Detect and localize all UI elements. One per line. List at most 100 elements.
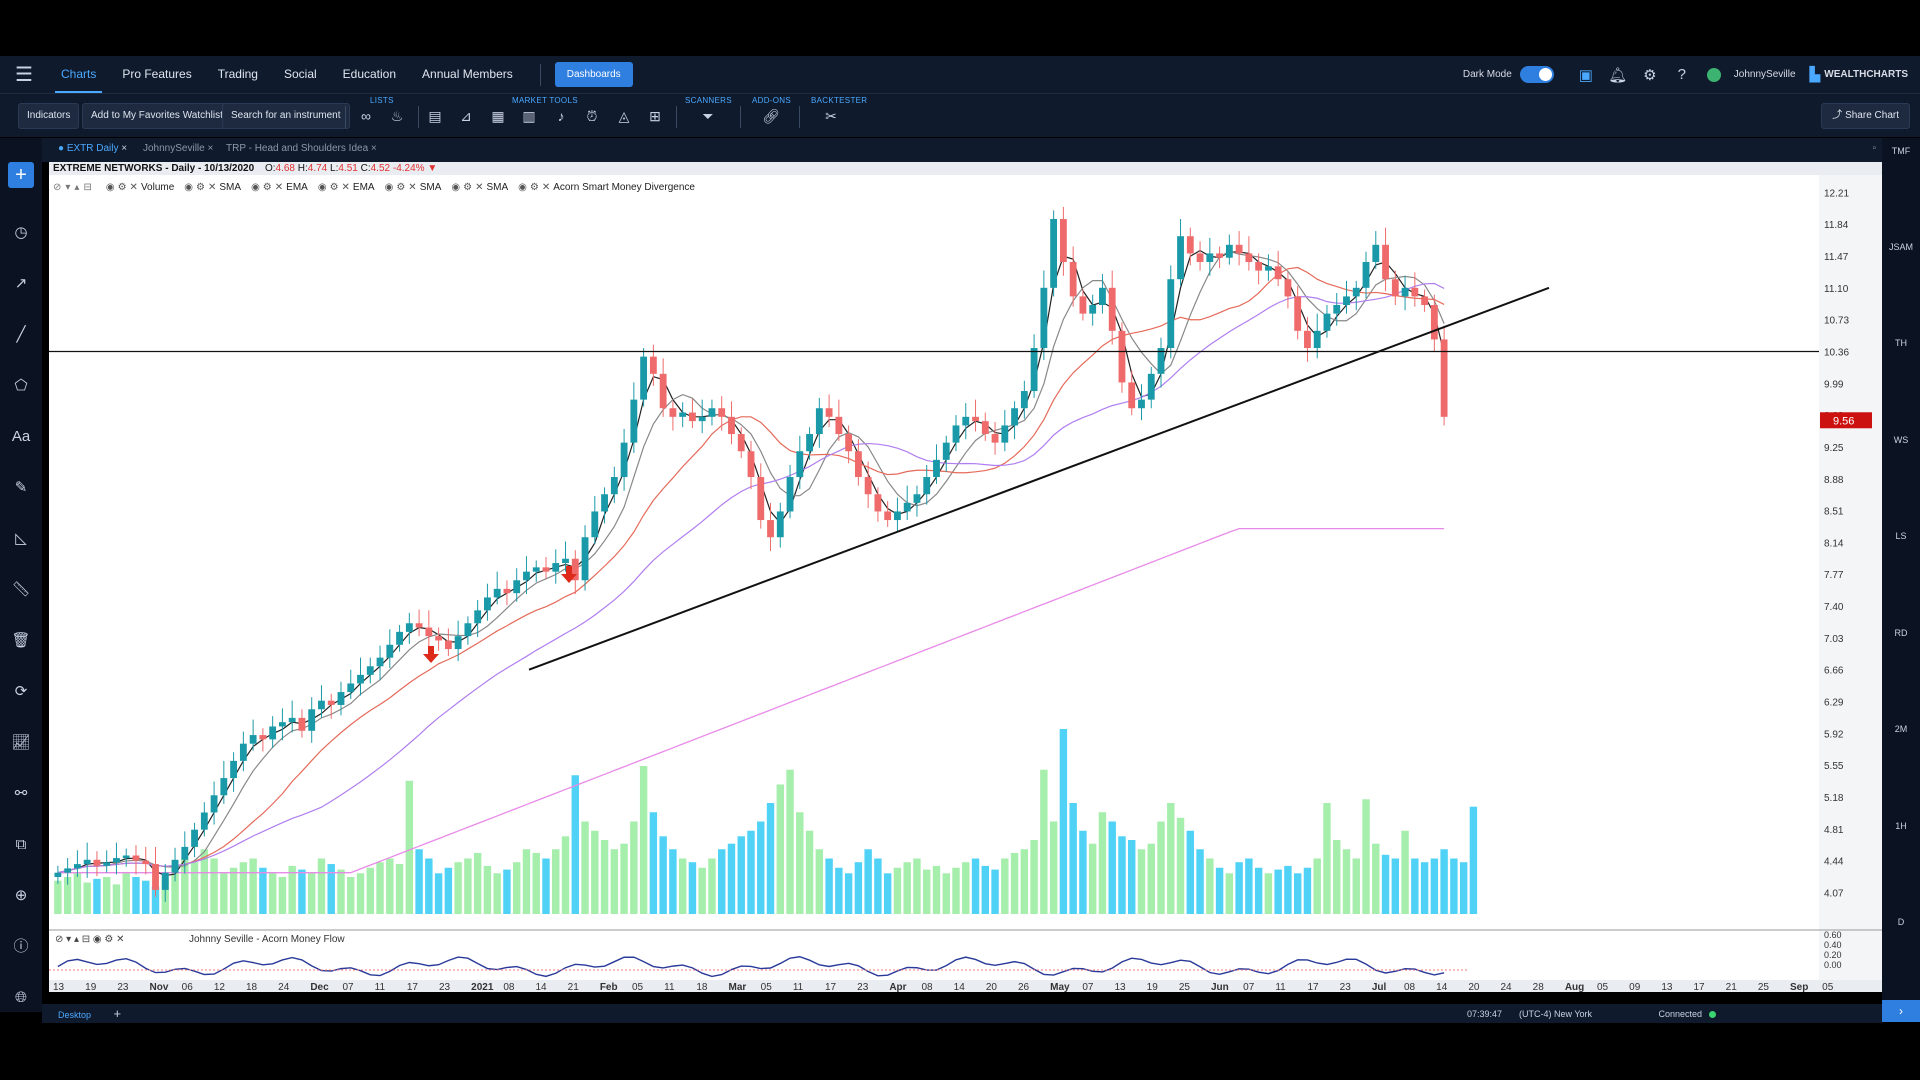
chart-tab-extr[interactable]: ● EXTR Daily ×	[58, 143, 128, 154]
crosshair-icon[interactable]: ⊕	[14, 887, 28, 904]
visibility-icon[interactable]: ◉	[317, 181, 327, 193]
help-icon[interactable]: ?	[1677, 66, 1686, 83]
timeframe-2m[interactable]: 2M	[1894, 724, 1908, 734]
search-instrument-button[interactable]: Search for an instrument	[222, 103, 350, 129]
avatar[interactable]	[1698, 66, 1730, 83]
candle-body	[1138, 399, 1145, 409]
timeframe-rd[interactable]: RD	[1894, 628, 1908, 638]
tab-education[interactable]: Education	[342, 67, 397, 81]
timeframe-th[interactable]: TH	[1895, 338, 1907, 348]
visibility-icon[interactable]: ◉	[251, 181, 260, 193]
remove-icon[interactable]: ✕	[408, 181, 417, 193]
remove-icon[interactable]: ✕	[541, 181, 551, 193]
dashboards-button[interactable]: Dashboards	[554, 62, 633, 87]
tab-annual-members[interactable]: Annual Members	[422, 67, 513, 81]
settings-icon[interactable]: ⚙	[117, 181, 127, 193]
hamburger-icon[interactable]: ☰	[15, 64, 33, 86]
chart-tab-johnny[interactable]: JohnnySeville ×	[143, 143, 213, 154]
tab-charts[interactable]: Charts	[54, 56, 103, 93]
tab-trading[interactable]: Trading	[217, 67, 258, 81]
newspaper-icon[interactable]: ▤	[428, 108, 442, 124]
y-tick-label: 8.14	[1824, 538, 1844, 549]
add-icon[interactable]: +	[8, 162, 34, 188]
globe-icon[interactable]: 🌐︎	[14, 989, 27, 1006]
pattern-icon[interactable]: ⚯	[14, 785, 28, 802]
chart-canvas[interactable]: 12.2111.8411.4711.1010.7310.369.999.629.…	[49, 162, 1882, 993]
alarm-icon[interactable]: ⏰︎	[586, 108, 598, 124]
measure-icon[interactable]: ◺	[15, 530, 27, 547]
calendar-icon[interactable]: ▦	[491, 108, 505, 124]
timeframe-tmf[interactable]: TMF	[1891, 146, 1911, 156]
tab-social[interactable]: Social	[283, 67, 317, 81]
info-icon[interactable]: ⓘ	[13, 938, 29, 955]
chart-icon[interactable]: ⊿	[460, 108, 472, 124]
remove-icon[interactable]: ✕	[274, 181, 284, 193]
remove-icon[interactable]: ✕	[129, 181, 138, 193]
maximize-icon[interactable]: ▫	[1872, 143, 1876, 154]
close-panel-icon[interactable]: ⊘	[53, 181, 62, 193]
grid-tools-icon[interactable]: ⊞	[649, 108, 661, 124]
settings-icon[interactable]: ⚙	[196, 181, 205, 193]
collapse-panel-icon[interactable]: ⊟	[83, 181, 92, 193]
refresh-icon[interactable]: ⟳	[14, 683, 28, 700]
timeframe-jsam[interactable]: JSAM	[1888, 242, 1913, 252]
trend-icon[interactable]: ↗	[14, 275, 28, 292]
glasses-icon[interactable]: ∞	[361, 108, 371, 124]
filter-icon[interactable]: ⏷	[702, 108, 714, 124]
settings-icon[interactable]: ⚙	[529, 181, 539, 193]
visibility-icon[interactable]: ◉	[451, 181, 461, 193]
indicator-chart-icon[interactable]: 📈︎	[11, 734, 31, 751]
settings-icon[interactable]: ⚙	[396, 181, 406, 193]
settings-icon[interactable]: ⚙	[329, 181, 339, 193]
up-panel-icon[interactable]: ▴	[74, 181, 80, 193]
flame-icon[interactable]: ♨	[390, 108, 404, 124]
add-desktop-icon[interactable]: +	[113, 1006, 122, 1021]
notification-icon[interactable]: ◬	[618, 108, 630, 124]
ruler-icon[interactable]: 📏︎	[11, 581, 31, 598]
indicators-button[interactable]: Indicators	[18, 103, 80, 129]
y-tick-label: 12.21	[1824, 188, 1849, 199]
add-watchlist-button[interactable]: Add to My Favorites Watchlist	[82, 103, 232, 129]
layers-icon[interactable]: ⧉	[15, 836, 27, 853]
shapes-icon[interactable]: ⬠	[14, 377, 28, 394]
settings-icon[interactable]: ⚙	[262, 181, 272, 193]
pencil-icon[interactable]: ✎	[14, 479, 28, 496]
gear-icon[interactable]: ⚙	[1643, 66, 1657, 84]
alert-icon[interactable]: ♪	[557, 108, 565, 124]
text-tool-icon[interactable]: Aa	[11, 428, 31, 445]
timeframe-1h[interactable]: 1H	[1895, 821, 1907, 831]
desktop-tab[interactable]: Desktop	[58, 1010, 92, 1020]
close-icon[interactable]: ×	[370, 143, 377, 154]
calculator-icon[interactable]: ▥	[522, 108, 536, 124]
timeframe-d[interactable]: D	[1897, 917, 1905, 927]
timeframe-ws[interactable]: WS	[1893, 435, 1909, 445]
remove-icon[interactable]: ✕	[341, 181, 350, 193]
visibility-icon[interactable]: ◉	[184, 181, 194, 193]
price-chart[interactable]: 12.2111.8411.4711.1010.7310.369.999.629.…	[49, 162, 1882, 993]
expand-icon[interactable]: ›	[1882, 1000, 1920, 1022]
dark-mode-toggle[interactable]	[1519, 66, 1554, 83]
down-panel-icon[interactable]: ▾	[65, 181, 71, 193]
clock-icon[interactable]: ◷	[14, 224, 28, 241]
chart-tab-trp[interactable]: TRP - Head and Shoulders Idea ×	[226, 143, 377, 154]
visibility-icon[interactable]: ◉	[384, 181, 394, 193]
close-icon[interactable]: ×	[207, 143, 214, 154]
backtester-icon[interactable]: ✂	[825, 108, 837, 124]
remove-icon[interactable]: ✕	[208, 181, 217, 193]
y-tick-label: 7.03	[1824, 634, 1844, 645]
username[interactable]: JohnnySeville	[1733, 69, 1796, 80]
close-icon[interactable]: ×	[121, 143, 128, 154]
link-icon[interactable]: 🔗︎	[762, 108, 780, 124]
trash-icon[interactable]: 🗑︎	[11, 632, 31, 649]
line-tool-icon[interactable]: ╱	[16, 326, 26, 343]
remove-icon[interactable]: ✕	[475, 181, 484, 193]
share-chart-button[interactable]: ⤴ Share Chart	[1821, 103, 1910, 129]
timezone[interactable]: (UTC-4) New York	[1518, 1009, 1592, 1019]
visibility-icon[interactable]: ◉	[518, 181, 527, 193]
timeframe-ls[interactable]: LS	[1895, 531, 1907, 541]
visibility-icon[interactable]: ◉	[105, 181, 115, 193]
bell-icon[interactable]: 🔔︎	[1608, 66, 1628, 84]
save-icon[interactable]: ▣	[1578, 66, 1593, 84]
settings-icon[interactable]: ⚙	[463, 181, 473, 193]
tab-pro-features[interactable]: Pro Features	[122, 67, 192, 81]
